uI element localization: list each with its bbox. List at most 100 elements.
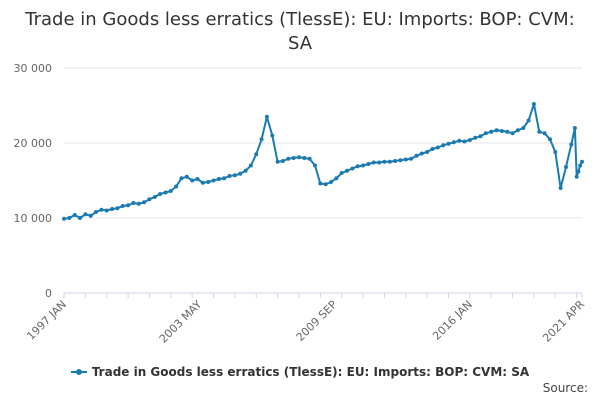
data-point [403,157,408,162]
data-point [179,176,184,181]
data-point [248,163,253,168]
data-point [473,135,478,140]
data-point [467,138,472,142]
data-point [576,169,581,174]
data-point [387,159,392,164]
data-point [334,176,339,181]
data-point [94,210,98,214]
data-point [569,142,574,147]
data-point [286,156,291,161]
data-point [430,147,435,151]
data-point [499,129,504,133]
data-point [537,129,542,134]
source-label: Source: [542,381,588,395]
data-point [313,163,317,168]
data-point [211,178,216,183]
data-point [62,216,66,221]
data-point [361,163,366,168]
data-point [184,174,189,179]
data-point [382,159,387,164]
x-tick-labels: 1997 JAN 2003 MAY 2009 SEP 2016 JAN 2021 APR [24,298,587,346]
data-point [126,203,131,208]
data-point [371,160,376,165]
data-point [580,159,584,164]
data-point [531,102,536,106]
x-tick-label: 2016 JAN [430,298,475,343]
data-point [515,128,520,133]
data-point [425,150,430,154]
data-point [104,208,109,213]
data-point [206,180,211,184]
data-point [398,158,403,163]
legend-label: Trade in Goods less erratics (TlessE): E… [91,365,530,379]
data-point [227,174,232,178]
data-point [110,207,115,211]
data-point [318,181,323,186]
data-point [136,201,141,206]
data-point [200,180,205,185]
data-point [572,126,577,130]
data-point [163,190,168,195]
y-tick-labels: 0 10 000 20 000 30 000 [14,62,53,300]
data-point [297,155,301,160]
x-tick-label: 2021 APR [540,298,587,345]
data-point [414,153,419,158]
x-tick-label: 1997 JAN [24,298,69,343]
data-point [307,156,312,161]
data-point [152,195,157,199]
data-point [99,207,104,212]
data-point [578,163,583,168]
data-point [168,189,173,193]
data-point [377,160,382,165]
data-point [190,178,195,183]
data-point [142,200,147,205]
y-tick-label: 30 000 [14,62,53,75]
data-point [222,176,227,181]
data-point [275,159,280,164]
data-point [350,166,355,171]
data-point [345,168,349,173]
data-point [489,129,494,134]
legend[interactable]: Trade in Goods less erratics (TlessE): E… [0,365,600,379]
data-point [435,145,440,150]
data-point [243,168,248,173]
y-tick-label: 10 000 [14,212,53,225]
data-point [494,128,499,133]
data-point [355,164,360,169]
data-point [120,204,125,208]
data-point [483,131,488,136]
data-point [67,216,72,220]
data-point [78,216,82,220]
data-point [323,182,328,187]
data-point [478,134,483,139]
data-point [147,197,152,202]
data-point [542,131,547,136]
data-point [291,156,296,160]
chart-title: Trade in Goods less erratics (TlessE): E… [25,9,575,54]
data-point [254,152,259,157]
data-point [441,143,446,148]
data-point [558,186,563,190]
data-point [216,177,221,181]
data-point [553,150,558,154]
data-point [270,133,275,138]
data-point [195,177,200,181]
data-point [451,140,456,145]
data-point [329,180,333,184]
x-tick-label: 2009 SEP [294,298,340,344]
data-point [409,156,414,161]
data-point [158,192,163,196]
data-point [521,126,526,130]
data-point [564,165,568,169]
axes [63,292,583,298]
data-point [115,206,120,211]
y-tick-label: 0 [45,287,52,300]
data-point [366,162,371,166]
data-point [174,184,179,189]
data-point [232,173,237,178]
data-point [574,174,579,179]
data-point [238,171,243,176]
x-tick-label: 2003 MAY [157,298,205,346]
data-point [280,159,285,163]
